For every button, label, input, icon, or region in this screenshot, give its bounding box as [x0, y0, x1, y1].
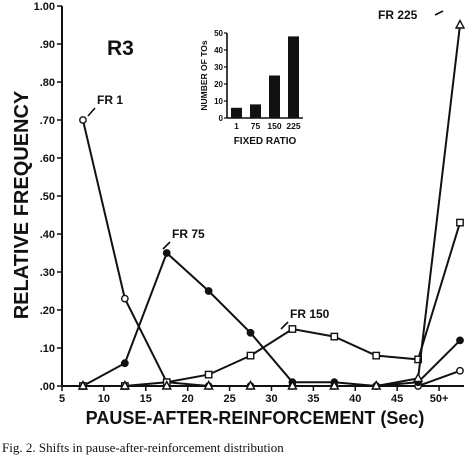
series-line: [81, 119, 461, 387]
y-tick-label: .90: [40, 39, 55, 51]
y-tick-label: .80: [40, 77, 55, 89]
series-fr-150: [79, 218, 464, 390]
x-tick-label: 5: [59, 393, 65, 405]
caption-fragment: Fig. 2. Shifts in pause-after-reinforcem…: [2, 440, 284, 455]
x-tick-label: 40: [349, 393, 361, 405]
data-point: [412, 372, 424, 383]
data-point: [79, 116, 87, 124]
panel-label: R3: [107, 37, 134, 60]
x-tick-label: 35: [307, 393, 319, 405]
annotation-label: FR 75: [172, 227, 205, 241]
inset-bar: [269, 75, 280, 118]
inset-x-axis-label: FIXED RATIO: [234, 136, 297, 147]
series-line: [82, 251, 461, 388]
inset-x-tick-label: 1: [234, 121, 239, 131]
data-point: [288, 325, 297, 333]
data-point: [162, 249, 171, 257]
data-point: [456, 336, 464, 345]
series-fr-75: [79, 249, 464, 390]
y-tick-label: .60: [40, 153, 55, 165]
data-point: [329, 380, 340, 390]
annotation-arrow: [434, 10, 444, 16]
x-tick-label: 20: [182, 393, 194, 405]
annotation-label: FR 225: [378, 8, 418, 22]
inset-y-tick-label: 40: [214, 46, 223, 55]
x-tick-label: 45: [391, 393, 403, 405]
series-fr-1: [79, 116, 464, 390]
annotation: FR 75: [162, 227, 205, 250]
inset-y-tick-label: 30: [214, 63, 223, 72]
x-axis-label: PAUSE-AFTER-REINFORCEMENT (Sec): [86, 408, 425, 428]
series-fr-225: [77, 19, 466, 390]
axes: .00.10.20.30.40.50.60.70.80.901.005 10 15 2…: [34, 1, 464, 405]
inset-x-tick-label: 75: [251, 121, 261, 131]
annotation-label: FR 150: [290, 307, 330, 321]
series-line: [82, 24, 461, 387]
annotation-label: FR 1: [97, 93, 123, 107]
data-point: [203, 380, 214, 390]
y-axis-label: RELATIVE FREQUENCY: [11, 90, 33, 319]
inset-bar: [288, 36, 299, 118]
inset-y-tick-label: 0: [219, 114, 224, 123]
inset-x-tick-label: 150: [267, 121, 281, 131]
data-point: [330, 332, 339, 341]
annotation-arrow: [280, 321, 289, 330]
data-point: [246, 351, 255, 360]
annotation-arrow: [162, 241, 171, 250]
data-point: [119, 380, 131, 390]
inset: 0 10 20 30 40 50 1 75 150 225 FIXED RATIO NUMBER OF…: [199, 29, 303, 147]
inset-bar: [250, 104, 261, 118]
data-point: [287, 380, 298, 390]
inset-y-tick-label: 10: [214, 97, 223, 106]
annotation-arrow: [87, 107, 96, 117]
inset-y-axis-label: NUMBER OF TOs: [199, 40, 209, 110]
data-point: [120, 294, 129, 303]
y-tick-label: 1.00: [34, 1, 55, 13]
inset-y-tick-label: 20: [214, 80, 223, 89]
data-point: [454, 19, 466, 29]
y-tick-label: .10: [40, 343, 55, 355]
y-tick-label: .40: [40, 229, 55, 241]
data-point: [204, 287, 213, 295]
data-point: [371, 380, 382, 390]
x-tick-label: 25: [223, 393, 235, 405]
x-tick-label: 10: [98, 393, 110, 405]
data-point: [246, 328, 255, 337]
data-point: [161, 380, 172, 390]
data-point: [204, 370, 213, 379]
y-tick-label: .70: [40, 115, 55, 127]
x-tick-label: 30: [265, 393, 277, 405]
inset-y-tick-label: 50: [214, 29, 223, 38]
annotation: FR 1: [87, 93, 123, 117]
y-tick-label: .20: [40, 305, 55, 317]
inset-x-tick-label: 225: [286, 121, 300, 131]
annotation: FR 150: [280, 307, 330, 330]
x-tick-label: 50+: [430, 393, 449, 405]
data-point: [77, 380, 89, 390]
y-tick-label: .50: [40, 191, 55, 203]
annotation: FR 225: [378, 8, 444, 22]
data-point: [456, 366, 464, 375]
x-tick-label: 15: [140, 393, 152, 405]
series-layer: [77, 19, 466, 390]
data-point: [372, 351, 381, 360]
inset-bar: [231, 107, 242, 118]
y-tick-label: .30: [40, 267, 55, 279]
series-line: [82, 222, 461, 387]
y-tick-label: .00: [40, 381, 55, 393]
annotation-layer: FR 1 FR 75 FR 150 FR 225: [87, 8, 444, 330]
data-point: [245, 380, 256, 390]
data-point: [456, 218, 464, 227]
data-point: [120, 359, 129, 368]
